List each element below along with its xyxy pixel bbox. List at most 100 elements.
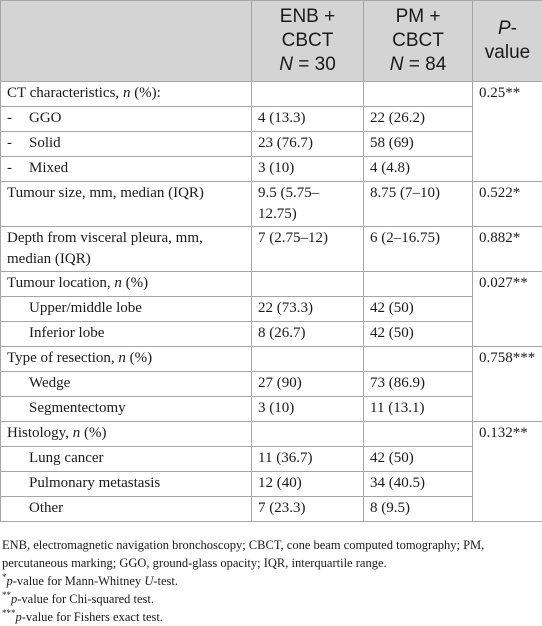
header-line: ENB +: [256, 5, 359, 29]
pm-cell: 42 (50): [364, 447, 473, 472]
cell-text: 9.5 (5.75–12.75): [258, 185, 319, 222]
header-line: N = 84: [368, 53, 468, 77]
footnote: ***p-value for Fishers exact test.: [2, 608, 540, 626]
text-run: = 84: [403, 54, 446, 75]
cell-text: Inferior lobe: [29, 325, 104, 341]
p-value-cell: 0.132**: [473, 422, 542, 522]
row-marker: -: [7, 108, 12, 129]
text-run: Type of resection,: [7, 350, 118, 366]
p-value-cell: 0.522*: [473, 182, 542, 227]
text-run: N: [390, 54, 404, 75]
cell-text: 42 (50): [370, 325, 414, 341]
pm-cell: 58 (69): [364, 132, 473, 157]
row-label: Histology, n (%): [1, 422, 252, 447]
cell-text: 7 (2.75–12): [258, 230, 328, 246]
group-row: Histology, n (%) 0.132**: [1, 422, 542, 447]
cell-text: Solid: [29, 135, 61, 151]
row-label: Pulmonary metastasis: [1, 472, 252, 497]
row-label: CT characteristics, n (%):: [1, 82, 252, 107]
row-label: Inferior lobe: [1, 322, 252, 347]
cell-text: 11 (13.1): [370, 400, 424, 416]
row-label: Depth from visceral pleura, mm, median (…: [1, 227, 252, 272]
pm-cell: 11 (13.1): [364, 397, 473, 422]
pm-cell: 34 (40.5): [364, 472, 473, 497]
row-label: Other: [1, 497, 252, 522]
pm-cell: [364, 82, 473, 107]
footnote: ENB, electromagnetic navigation bronchos…: [2, 536, 540, 572]
row-marker: -: [7, 133, 12, 154]
text-run: ENB +: [280, 6, 335, 27]
enb-cell: 3 (10): [252, 157, 364, 182]
text-run: (%):: [130, 85, 160, 101]
text-run: -: [511, 18, 517, 39]
header-line: PM +: [368, 5, 468, 29]
pm-cell: [364, 347, 473, 372]
p-value-cell: 0.882*: [473, 227, 542, 272]
row-label: Segmentectomy: [1, 397, 252, 422]
item-row: -GGO 4 (13.3) 22 (26.2): [1, 107, 542, 132]
cell-text: 3 (10): [258, 160, 294, 176]
cell-text: 8.75 (7–10): [370, 185, 440, 201]
row-label: Lung cancer: [1, 447, 252, 472]
table-body: CT characteristics, n (%):0.25**-GGO 4 (1…: [1, 82, 542, 522]
text-run: (%): [80, 425, 106, 441]
cell-text: 12 (40): [258, 475, 302, 491]
item-row: - Solid 23 (76.7) 58 (69): [1, 132, 542, 157]
text-run: Tumour size, mm, median (IQR): [7, 185, 204, 201]
cell-text: 0.882*: [479, 230, 520, 246]
text-run: (%): [126, 350, 152, 366]
enb-cell: 12 (40): [252, 472, 364, 497]
text-run: (%): [122, 275, 148, 291]
pm-cell: 42 (50): [364, 322, 473, 347]
cell-text: 73 (86.9): [370, 375, 425, 391]
enb-cell: [252, 347, 364, 372]
cell-text: Other: [29, 500, 63, 516]
text-run: n: [114, 275, 122, 291]
cell-text: 0.522*: [479, 185, 520, 201]
text-run: Depth from visceral pleura, mm, median (…: [7, 230, 203, 267]
text-run: -value for Mann-Whitney: [13, 574, 145, 588]
cell-text: 23 (76.7): [258, 135, 313, 151]
enb-cell: 9.5 (5.75–12.75): [252, 182, 364, 227]
row-label: -GGO: [1, 107, 252, 132]
item-row: Other 7 (23.3) 8 (9.5): [1, 497, 542, 522]
text-run: ENB, electromagnetic navigation bronchos…: [2, 538, 484, 570]
enb-cell: 8 (26.7): [252, 322, 364, 347]
group-row: CT characteristics, n (%):0.25**: [1, 82, 542, 107]
cell-text: Upper/middle lobe: [29, 300, 142, 316]
footnote: **p-value for Chi-squared test.: [2, 590, 540, 608]
pm-cell: 8 (9.5): [364, 497, 473, 522]
cell-text: 34 (40.5): [370, 475, 425, 491]
cell-text: 4 (13.3): [258, 110, 306, 126]
cell-text: 22 (73.3): [258, 300, 313, 316]
cell-text: 22 (26.2): [370, 110, 425, 126]
cell-text: Pulmonary metastasis: [29, 475, 160, 491]
enb-cell: 7 (2.75–12): [252, 227, 364, 272]
header-line: P-: [477, 17, 538, 41]
text-run: PM +: [396, 6, 441, 27]
enb-cell: 23 (76.7): [252, 132, 364, 157]
text-run: P: [498, 18, 511, 39]
row-label: Tumour size, mm, median (IQR): [1, 182, 252, 227]
text-run: CBCT: [392, 30, 444, 51]
cell-text: 7 (23.3): [258, 500, 306, 516]
cell-text: 0.132**: [479, 425, 528, 441]
row-label: Tumour location, n (%): [1, 272, 252, 297]
text-run: Tumour location,: [7, 275, 114, 291]
cell-text: 0.758***: [479, 350, 535, 366]
text-run: **: [2, 590, 11, 600]
text-run: CBCT: [282, 30, 334, 51]
row-label: Upper/middle lobe: [1, 297, 252, 322]
enb-cell: [252, 272, 364, 297]
pm-cell: 8.75 (7–10): [364, 182, 473, 227]
group-row: Tumour size, mm, median (IQR) 9.5 (5.75–1…: [1, 182, 542, 227]
group-row: Depth from visceral pleura, mm, median (…: [1, 227, 542, 272]
footnote: *p-value for Mann-Whitney U-test.: [2, 572, 540, 590]
cell-text: 8 (9.5): [370, 500, 410, 516]
enb-cell: 27 (90): [252, 372, 364, 397]
